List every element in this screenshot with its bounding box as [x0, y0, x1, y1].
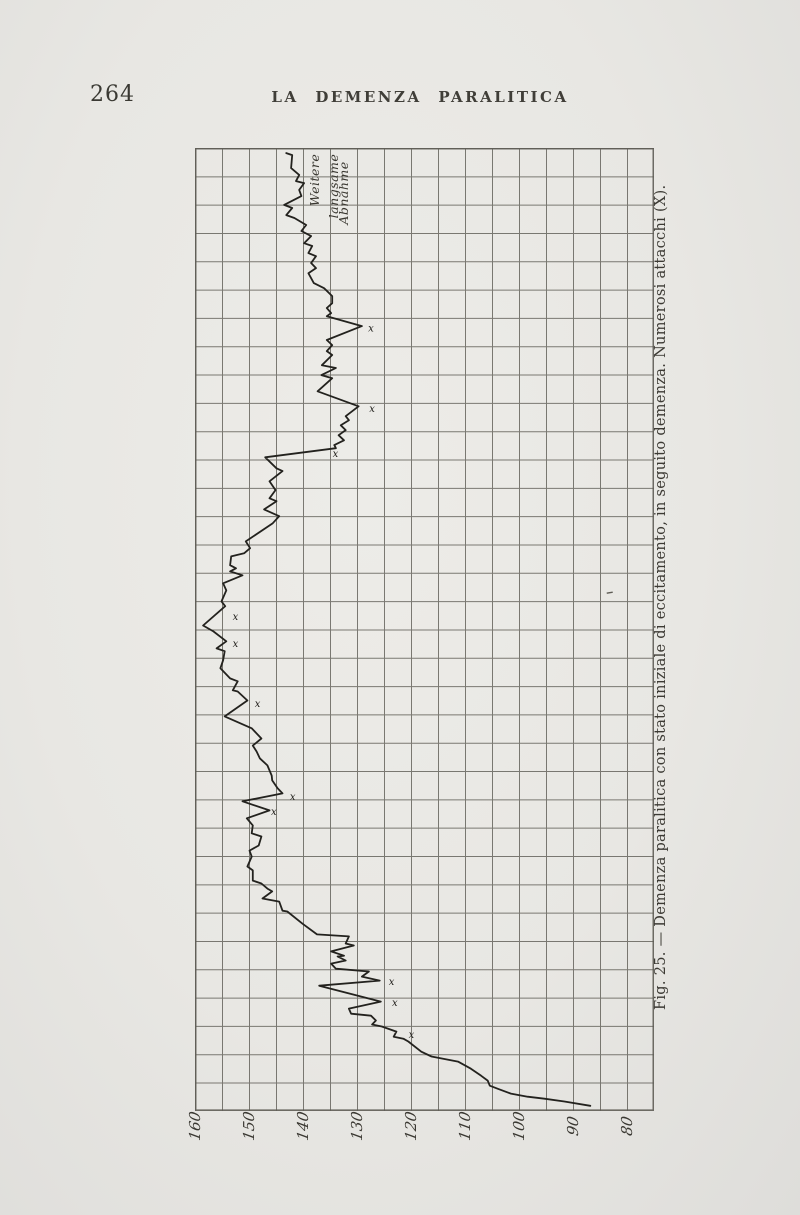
- axis-tick-label: 150: [240, 1110, 258, 1142]
- attack-x-mark: x: [233, 639, 239, 650]
- axis-tick-label: 120: [402, 1110, 420, 1142]
- axis-tick-label: 80: [618, 1114, 636, 1138]
- attack-x-mark: x: [271, 807, 277, 818]
- scan-speck: [606, 591, 613, 594]
- axis-tick-label: 140: [294, 1110, 312, 1142]
- weight-curve-line: [202, 152, 592, 1107]
- attack-x-mark: x: [333, 449, 339, 460]
- attack-x-mark: x: [409, 1030, 415, 1041]
- attack-x-mark: x: [369, 404, 375, 415]
- attack-x-mark: x: [368, 324, 374, 335]
- axis-tick-label: 90: [564, 1114, 582, 1138]
- attack-x-mark: x: [389, 977, 395, 988]
- axis-tick-label: 130: [348, 1110, 366, 1142]
- page-number: 264: [90, 82, 135, 107]
- attack-x-mark: x: [290, 792, 296, 803]
- axis-tick-label: 100: [510, 1110, 528, 1142]
- attack-x-mark: x: [392, 998, 398, 1009]
- grid-lines: [195, 148, 654, 1111]
- axis-tick-label: 110: [456, 1110, 474, 1142]
- annotation-line-3: Abnahme: [336, 161, 351, 225]
- figure-caption: Fig. 25. — Demenza paralitica con stato …: [653, 184, 669, 1010]
- attack-x-mark: x: [255, 699, 261, 710]
- axis-tick-label: 160: [186, 1110, 204, 1142]
- attack-x-mark: x: [233, 612, 239, 623]
- running-title: LA DEMENZA PARALITICA: [271, 88, 569, 106]
- annotation-line-1: Weitere: [307, 153, 322, 207]
- plot-border: [195, 148, 654, 1111]
